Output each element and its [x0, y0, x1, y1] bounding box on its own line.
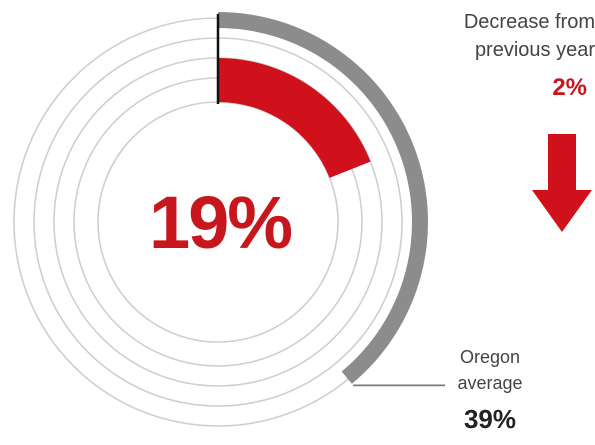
change-annotation: Decrease from previous year 2% [400, 8, 595, 102]
benchmark-label-line2: average [457, 373, 523, 393]
benchmark-value-label: 39% [463, 404, 517, 434]
benchmark-annotation: Oregon average 39% [440, 344, 540, 435]
benchmark-label-line1: Oregon [459, 347, 521, 367]
center-value-label: 19% [148, 181, 293, 264]
arrow-down-icon [532, 134, 592, 232]
change-label-line1: Decrease from [463, 11, 595, 33]
change-value-label: 2% [552, 74, 587, 101]
change-label-line2: previous year [474, 39, 595, 61]
value-arc [218, 58, 371, 178]
oregon-average-arc [218, 12, 428, 384]
